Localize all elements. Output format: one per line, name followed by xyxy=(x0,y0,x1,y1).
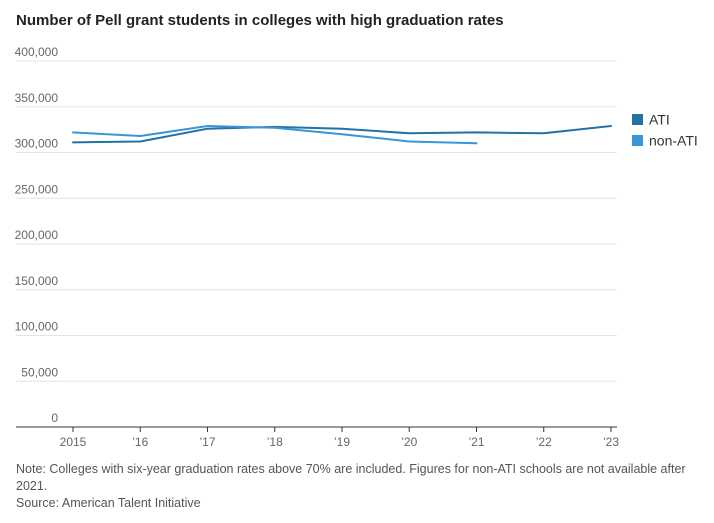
chart-source: Source: American Talent Initiative xyxy=(16,496,201,510)
chart-title: Number of Pell grant students in college… xyxy=(16,12,504,29)
y-tick-label: 150,000 xyxy=(15,274,59,288)
legend: ATI non-ATI xyxy=(632,112,698,149)
legend-swatch-non-ati xyxy=(632,135,643,146)
x-tick-label: ’20 xyxy=(401,435,417,449)
x-axis-ticks: 2015 ’16 ’17 ’18 ’19 ’20 ’21 ’22 ’23 xyxy=(60,427,619,449)
gridlines xyxy=(16,60,617,382)
y-tick-label: 100,000 xyxy=(15,320,59,334)
series-line-non-ati xyxy=(72,125,478,145)
y-tick-label: 250,000 xyxy=(15,182,59,196)
legend-label-non-ati: non-ATI xyxy=(649,133,698,149)
y-axis-tick-labels: 0 50,000 100,000 150,000 200,000 250,000 300,0… xyxy=(15,45,59,425)
legend-label-ati: ATI xyxy=(649,112,670,128)
x-tick-label: ’23 xyxy=(603,435,619,449)
series-lines xyxy=(72,125,612,145)
series-line-ati xyxy=(72,125,612,144)
y-tick-label: 400,000 xyxy=(15,45,59,59)
y-tick-label: 50,000 xyxy=(21,365,58,379)
x-tick-label: ’16 xyxy=(132,435,148,449)
legend-swatch-ati xyxy=(632,114,643,125)
x-tick-label: ’17 xyxy=(199,435,215,449)
y-tick-label: 300,000 xyxy=(15,137,59,151)
y-tick-label: 350,000 xyxy=(15,91,59,105)
x-tick-label: 2015 xyxy=(60,435,87,449)
line-chart: 0 50,000 100,000 150,000 200,000 250,000 300,0… xyxy=(15,45,698,449)
x-tick-label: ’19 xyxy=(334,435,350,449)
x-tick-label: ’21 xyxy=(468,435,484,449)
x-tick-label: ’22 xyxy=(536,435,552,449)
x-tick-label: ’18 xyxy=(267,435,283,449)
y-tick-label: 200,000 xyxy=(15,228,59,242)
y-tick-label: 0 xyxy=(51,411,58,425)
chart-note: Note: Colleges with six-year graduation … xyxy=(16,462,686,493)
